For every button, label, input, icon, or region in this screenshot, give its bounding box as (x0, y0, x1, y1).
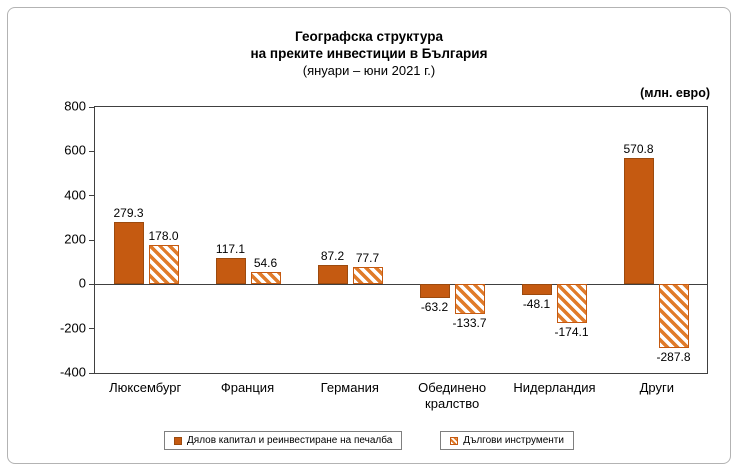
bar-value-label: 87.2 (320, 249, 345, 263)
bar-value-label: 117.1 (215, 242, 246, 257)
x-category-label: Люксембург (109, 380, 182, 395)
y-tick-label: -200 (59, 320, 86, 336)
x-category-label: Германия (320, 380, 379, 395)
x-category-label: Обединено кралство (418, 380, 487, 411)
y-tick-mark (89, 283, 95, 285)
bar-value-label: -287.8 (656, 350, 691, 365)
legend: Дялов капитал и реинвестиране на печалба… (8, 431, 730, 450)
bar-solid (419, 284, 450, 299)
bar-solid (113, 222, 144, 285)
y-tick-mark (89, 372, 95, 374)
plot-area: 279.3 178.0 117.1 54.6 87.2 77.7 -63.2 -133.7 -4… (89, 106, 708, 374)
x-category-label: Нидерландия (513, 380, 596, 395)
y-tick-mark (89, 195, 95, 197)
bar-value-label: -174.1 (554, 324, 589, 339)
units-label: (млн. евро) (640, 86, 710, 100)
legend-label: Дългови инструменти (463, 435, 564, 446)
y-tick-mark (89, 328, 95, 330)
zero-axis-line (95, 283, 707, 285)
y-tick-label: 200 (64, 231, 86, 247)
y-tick-label: 600 (64, 142, 86, 158)
bar-hatched (148, 244, 179, 285)
x-axis: Люксембург Франция Германия Обединено кралс… (94, 380, 708, 412)
bar-value-label: -133.7 (452, 315, 487, 330)
bar-hatched (658, 284, 689, 349)
bar-value-label: -48.1 (522, 296, 551, 311)
bar-value-label: 178.0 (148, 228, 179, 243)
bar-solid (215, 258, 246, 285)
chart-title-line-1: Географска структура (295, 29, 443, 44)
chart-subtitle: (януари – юни 2021 г.) (302, 63, 436, 78)
legend-marker (174, 436, 183, 445)
bar-value-label: -63.2 (420, 300, 449, 315)
bar-value-label: 77.7 (355, 251, 380, 266)
x-category-label: Други (639, 380, 674, 395)
bar-hatched (352, 267, 383, 285)
y-tick-mark (89, 150, 95, 152)
chart-title-line-2: на преките инвестиции в България (250, 46, 488, 61)
bar-hatched (556, 284, 587, 323)
legend-marker (450, 436, 459, 445)
chart-titles: Географска структура на преките инвестиц… (8, 28, 730, 79)
bar-solid (317, 265, 348, 285)
y-tick-label: -400 (59, 364, 86, 380)
y-tick-label: 0 (78, 275, 86, 291)
y-tick-label: 800 (64, 98, 86, 114)
chart-figure: Географска структура на преките инвестиц… (7, 7, 731, 464)
bar-solid (623, 157, 654, 285)
y-tick-mark (89, 106, 95, 108)
y-tick-mark (89, 239, 95, 241)
bar-value-label: 570.8 (623, 141, 654, 156)
y-tick-label: 400 (64, 187, 86, 203)
legend-item: Дългови инструменти (440, 431, 574, 450)
legend-item: Дялов капитал и реинвестиране на печалба (164, 431, 403, 450)
bar-hatched (250, 272, 281, 285)
bar-solid (521, 284, 552, 295)
x-category-label: Франция (220, 380, 275, 395)
legend-label: Дялов капитал и реинвестиране на печалба (187, 435, 393, 446)
bar-value-label: 279.3 (113, 206, 144, 221)
y-axis: 800 600 400 200 0 -200 -400 (42, 99, 86, 380)
bar-value-label: 54.6 (253, 256, 278, 271)
bar-hatched (454, 284, 485, 314)
